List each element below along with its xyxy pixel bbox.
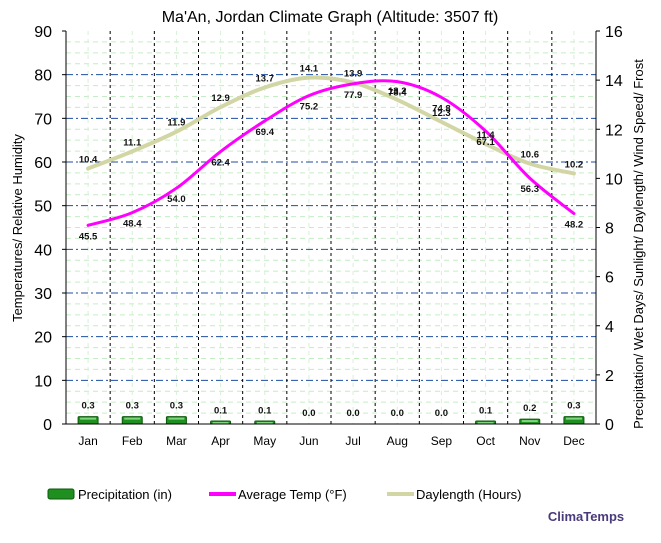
x-tick-label: Jan [78, 434, 97, 448]
temp-data-label: 67.1 [476, 137, 495, 148]
precip-bar-highlight [212, 422, 229, 424]
temp-data-label: 62.4 [211, 158, 230, 169]
y-right-tick-label: 14 [605, 73, 623, 90]
daylength-data-label: 13.2 [388, 86, 407, 97]
precip-data-label: 0.0 [435, 408, 448, 419]
daylength-line [86, 75, 576, 176]
legend-swatch-precipitation [47, 488, 75, 500]
legend: Precipitation (in) Average Temp (°F) Dayle… [47, 487, 522, 502]
x-tick-label: Oct [476, 434, 495, 448]
temp-data-label: 48.4 [123, 219, 142, 230]
daylength-data-label: 12.3 [432, 108, 451, 119]
legend-label-daylength: Daylength (Hours) [416, 487, 522, 502]
daylength-data-label: 11.1 [123, 137, 142, 148]
y-left-tick-label: 60 [34, 155, 52, 172]
daylength-data-label: 11.9 [167, 118, 185, 129]
temp-data-label: 75.2 [300, 102, 319, 113]
daylength-data-label: 14.1 [300, 64, 319, 75]
y-right-tick-label: 0 [605, 417, 614, 434]
axes: 0 10 20 30 40 50 60 70 80 90 0 2 4 6 8 10 12 14 16 Jan Feb Ma… [34, 24, 623, 448]
precip-data-label: 0.3 [170, 401, 183, 412]
y-right-tick-label: 8 [605, 221, 614, 238]
precip-data-label: 0.2 [523, 403, 536, 414]
x-tick-label: Jun [299, 434, 318, 448]
temp-data-label: 77.9 [344, 90, 363, 101]
y-right-tick-label: 4 [605, 319, 614, 336]
x-tick-label: Aug [387, 434, 408, 448]
temp-data-label: 78.4 [388, 88, 407, 99]
y-right-tick-label: 6 [605, 270, 614, 287]
legend-label-precipitation: Precipitation (in) [78, 487, 172, 502]
precip-data-label: 0.3 [81, 401, 94, 412]
avg-temp-line [86, 79, 576, 227]
daylength-data-label: 13.9 [344, 69, 363, 80]
grid [66, 31, 596, 424]
daylength-data-label: 10.6 [521, 150, 540, 161]
y-right-tick-label: 10 [605, 171, 623, 188]
precip-bar-highlight [256, 422, 273, 424]
x-tick-label: May [253, 434, 276, 448]
y-right-tick-label: 16 [605, 24, 623, 41]
chart-title: Ma'An, Jordan Climate Graph (Altitude: 3… [162, 9, 499, 26]
x-tick-label: Apr [211, 434, 230, 448]
precip-data-label: 0.3 [567, 401, 580, 412]
x-tick-label: Sep [431, 434, 453, 448]
y-right-tick-label: 2 [605, 368, 614, 385]
daylength-data-label: 10.2 [565, 159, 584, 170]
daylength-data-label: 13.7 [256, 73, 275, 84]
y-axis-left-label: Temperatures/ Relative Humidity [10, 134, 25, 322]
y-left-tick-label: 80 [34, 68, 52, 85]
data-labels: 0.3 0.3 0.3 0.1 0.1 0.0 0.0 0.0 0.0 0.1 0.2 0.3 10.4… [79, 64, 583, 419]
x-tick-label: Jul [345, 434, 360, 448]
y-right-tick-label: 12 [605, 122, 623, 139]
precip-data-label: 0.1 [479, 406, 493, 417]
y-left-tick-label: 30 [34, 286, 52, 303]
precip-data-label: 0.0 [391, 408, 404, 419]
temp-data-label: 69.4 [256, 127, 275, 138]
temp-data-label: 56.3 [521, 184, 540, 195]
precip-bar-highlight [565, 417, 582, 420]
y-left-tick-label: 0 [43, 417, 52, 434]
precip-data-label: 0.1 [258, 406, 272, 417]
y-axis-right-label: Precipitation/ Wet Days/ Sunlight/ Dayle… [631, 59, 646, 429]
temp-data-label: 48.2 [565, 220, 584, 231]
x-tick-label: Feb [122, 434, 143, 448]
y-left-tick-label: 70 [34, 111, 52, 128]
precip-data-label: 0.0 [302, 408, 315, 419]
daylength-data-label: 11.4 [477, 130, 496, 141]
legend-label-avg-temp: Average Temp (°F) [238, 487, 347, 502]
y-left-tick-label: 20 [34, 330, 52, 347]
x-tick-label: Dec [563, 434, 584, 448]
series-lines [86, 75, 576, 227]
precip-data-label: 0.0 [346, 408, 359, 419]
precip-bar-highlight [168, 417, 185, 420]
precip-data-label: 0.1 [214, 406, 228, 417]
y-left-tick-label: 50 [34, 199, 52, 216]
x-tick-label: Mar [166, 434, 187, 448]
y-left-tick-label: 10 [34, 373, 52, 390]
precip-bar-highlight [521, 420, 538, 423]
daylength-data-label: 10.4 [79, 155, 98, 166]
precip-bar-highlight [80, 417, 97, 420]
temp-data-label: 74.8 [432, 103, 451, 114]
precipitation-bars [77, 416, 585, 425]
precip-bar-highlight [477, 422, 494, 424]
daylength-data-label: 12.9 [211, 93, 230, 104]
watermark-brand: ClimaTemps [548, 509, 624, 524]
precip-bar-highlight [124, 417, 141, 420]
y-left-tick-label: 40 [34, 242, 52, 259]
temp-data-label: 45.5 [79, 231, 98, 242]
x-tick-label: Nov [519, 434, 540, 448]
temp-data-label: 54.0 [167, 194, 186, 205]
y-left-tick-label: 90 [34, 24, 52, 41]
precip-data-label: 0.3 [126, 401, 139, 412]
